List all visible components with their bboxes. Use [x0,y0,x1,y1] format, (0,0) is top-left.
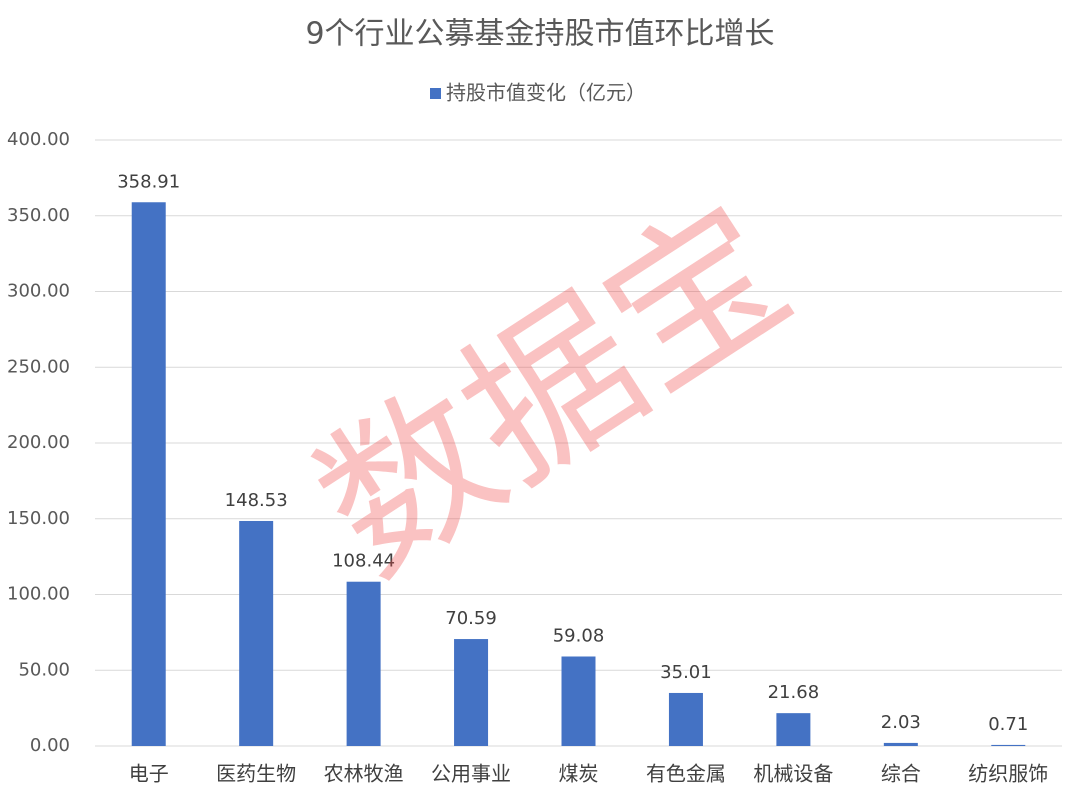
y-tick-label: 50.00 [18,659,70,680]
bar [776,713,811,746]
y-tick-label: 200.00 [7,432,70,453]
bar [668,692,703,746]
x-tick-label: 机械设备 [753,762,833,786]
x-tick-label: 医药生物 [216,762,296,786]
y-tick-label: 300.00 [7,281,70,302]
chart-title: 9个行业公募基金持股市值环比增长 [305,17,774,52]
value-label: 70.59 [445,608,497,629]
value-label: 35.01 [660,662,712,683]
value-label: 2.03 [881,712,921,733]
y-tick-label: 350.00 [7,205,70,226]
x-tick-label: 农林牧渔 [324,762,404,786]
x-tick-label: 有色金属 [646,762,726,786]
value-label: 21.68 [768,682,820,703]
value-label: 108.44 [332,551,395,572]
y-tick-label: 400.00 [7,129,70,150]
y-tick-label: 150.00 [7,508,70,529]
x-tick-label: 综合 [881,762,921,786]
value-label: 148.53 [225,490,288,511]
bar [239,520,274,746]
x-tick-label: 煤炭 [559,762,599,786]
x-tick-label: 纺织服饰 [968,762,1048,786]
x-tick-label: 公用事业 [431,762,511,786]
value-label: 59.08 [553,625,605,646]
y-tick-label: 250.00 [7,356,70,377]
bar [454,639,489,746]
bar [991,744,1026,746]
value-label: 358.91 [117,171,180,192]
bar [131,202,166,746]
value-label: 0.71 [988,714,1028,735]
x-tick-label: 电子 [129,762,169,786]
y-tick-label: 0.00 [30,735,70,756]
legend-swatch [430,88,441,99]
y-tick-label: 100.00 [7,584,70,605]
bar [561,656,596,746]
legend-label: 持股市值变化（亿元） [446,81,646,105]
bar [883,742,918,746]
bar [346,581,381,746]
